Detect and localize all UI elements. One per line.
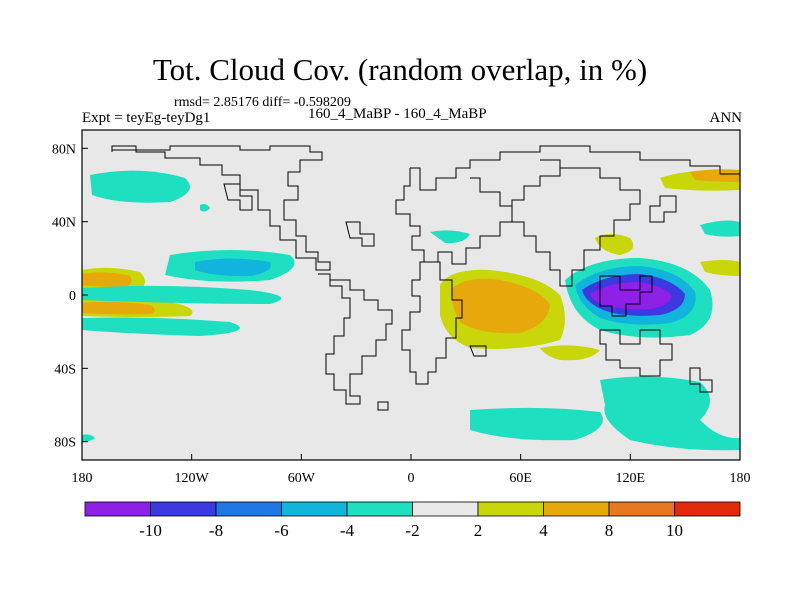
colorbar-label: -4	[340, 521, 355, 540]
coastline	[223, 183, 253, 211]
coastline	[511, 167, 641, 287]
coastline	[111, 145, 331, 271]
contour-area	[470, 407, 603, 441]
contour-area	[82, 301, 155, 315]
colorbar-label: 4	[539, 521, 548, 540]
x-tick-label: 120E	[616, 471, 646, 486]
colorbar-swatch	[543, 501, 610, 517]
y-tick-label: 0	[69, 289, 76, 304]
coastline	[377, 401, 389, 411]
contour-area	[195, 258, 271, 277]
colorbar-swatch	[150, 501, 217, 517]
coastlines	[111, 145, 740, 411]
y-tick-label: 80S	[54, 436, 76, 451]
colorbar-swatch	[215, 501, 282, 517]
colorbar: -10 -8 -6 -4 -2 2 4 8 10	[84, 501, 741, 540]
colorbar-swatch	[346, 501, 413, 517]
y-tick-label: 40S	[54, 362, 76, 377]
experiment-label: Expt = teyEg-teyDg1	[82, 110, 211, 126]
coastline	[318, 273, 393, 405]
x-tick-label: 180	[72, 471, 93, 486]
coastline	[410, 145, 740, 191]
colorbar-label: -8	[209, 521, 223, 540]
coastline	[469, 345, 487, 357]
x-tick-label: 0	[408, 471, 415, 486]
colorbar-label: -10	[139, 521, 162, 540]
colorbar-swatch	[477, 501, 544, 517]
coastline	[649, 195, 677, 223]
colorbar-label: -2	[405, 521, 419, 540]
colorbar-swatch	[412, 501, 479, 517]
contour-area	[700, 220, 740, 237]
contour-area	[595, 234, 634, 255]
contour-area	[82, 317, 240, 336]
contour-area	[82, 272, 132, 287]
contour-area	[700, 260, 740, 276]
colorbar-label: -6	[274, 521, 288, 540]
contour-area	[430, 230, 470, 244]
contour-area	[600, 376, 740, 451]
contour-area	[90, 170, 190, 203]
contour-area	[82, 434, 95, 442]
coastline	[599, 329, 673, 377]
x-tick-label: 60E	[509, 471, 532, 486]
colorbar-swatch	[608, 501, 675, 517]
coastline	[401, 261, 463, 385]
colorbar-swatch	[674, 501, 741, 517]
contour-area	[540, 345, 600, 361]
longitude-axis: 180 120W 60W 0 60E 120E 180	[72, 454, 751, 486]
latitude-axis: 80N 40N 0 40S 80S	[52, 142, 88, 451]
positive-anomaly-areas	[82, 169, 740, 361]
plot-title: Tot. Cloud Cov. (random overlap, in %)	[152, 52, 648, 87]
x-tick-label: 120W	[175, 471, 210, 486]
contour-area	[82, 285, 282, 304]
coastline	[599, 275, 653, 317]
colorbar-label: 10	[666, 521, 683, 540]
stats-readout: rmsd= 2.85176 diff= -0.598209	[174, 95, 351, 110]
y-tick-label: 40N	[52, 216, 76, 231]
contour-area	[200, 204, 210, 212]
colorbar-label: 2	[474, 521, 483, 540]
comparison-label: 160_4_MaBP - 160_4_MaBP	[308, 106, 487, 122]
colorbar-swatch	[84, 501, 151, 517]
negative-anomaly-areas	[82, 170, 740, 451]
x-tick-label: 180	[730, 471, 751, 486]
x-tick-label: 60W	[288, 471, 316, 486]
y-tick-label: 80N	[52, 142, 76, 157]
coastline	[540, 159, 561, 168]
coastline	[345, 221, 375, 247]
contour-area	[451, 278, 550, 334]
colorbar-swatch	[281, 501, 348, 517]
coastline	[689, 367, 713, 393]
colorbar-label: 8	[605, 521, 614, 540]
map-panel: 180 120W 60W 0 60E 120E 180 80N 40N 0 40S 80S	[52, 129, 751, 486]
season-label: ANN	[709, 110, 743, 126]
contour-area	[690, 169, 740, 182]
